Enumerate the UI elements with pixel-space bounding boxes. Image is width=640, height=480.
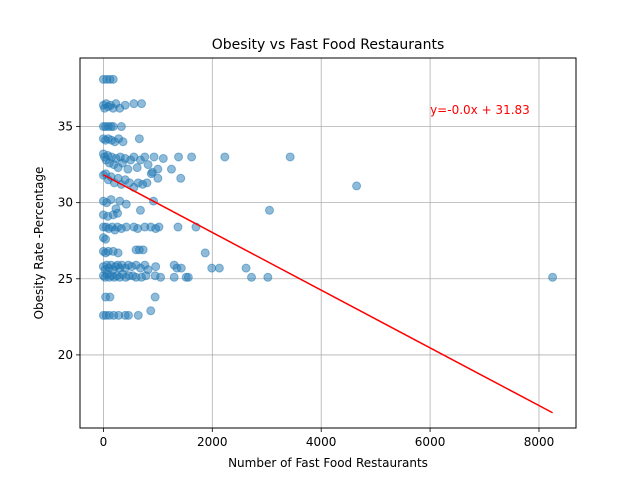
data-point	[123, 164, 133, 174]
data-point	[141, 271, 151, 281]
data-point	[134, 134, 144, 144]
data-point	[129, 99, 139, 109]
data-point	[158, 153, 168, 163]
data-point	[150, 292, 160, 302]
grid-lines	[80, 58, 576, 428]
data-point	[140, 152, 150, 162]
x-tick-label: 4000	[306, 435, 337, 449]
data-point	[153, 164, 163, 174]
data-point	[220, 152, 230, 162]
data-point	[183, 272, 193, 282]
data-point	[548, 272, 558, 282]
data-point	[121, 222, 131, 232]
data-point	[118, 137, 128, 147]
data-point	[146, 169, 156, 179]
data-point	[146, 306, 156, 316]
data-point	[135, 205, 145, 215]
data-point	[156, 272, 166, 282]
x-tick-label: 0	[100, 435, 108, 449]
x-axis: 0 2000 4000 6000 8000	[100, 428, 555, 449]
regression-line	[103, 174, 553, 414]
data-point	[101, 234, 111, 244]
x-tick-label: 6000	[415, 435, 446, 449]
y-tick-label: 30	[58, 196, 73, 210]
data-point	[153, 173, 163, 183]
data-point	[120, 100, 130, 110]
plot-frame	[79, 57, 577, 429]
data-point	[352, 181, 362, 191]
data-point	[176, 263, 186, 273]
data-point	[108, 122, 118, 132]
chart-title: Obesity vs Fast Food Restaurants	[212, 37, 445, 53]
y-tick-label: 20	[58, 348, 73, 362]
data-point	[151, 262, 161, 272]
data-point	[187, 152, 197, 162]
scatter-points	[98, 74, 558, 320]
data-point	[121, 199, 131, 209]
data-point	[113, 248, 123, 258]
data-point	[241, 263, 251, 273]
data-point	[142, 178, 152, 188]
data-point	[108, 74, 118, 84]
x-tick-label: 2000	[197, 435, 228, 449]
x-tick-label: 8000	[524, 435, 555, 449]
data-point	[113, 208, 123, 218]
data-point	[169, 272, 179, 282]
data-point	[207, 263, 217, 273]
data-point	[106, 195, 116, 205]
data-point	[132, 163, 142, 173]
data-point	[264, 205, 274, 215]
data-point	[174, 152, 184, 162]
data-point	[105, 292, 115, 302]
data-point	[154, 222, 164, 232]
data-point	[173, 222, 183, 232]
data-point	[263, 272, 273, 282]
data-point	[214, 263, 224, 273]
regression-equation: y=-0.0x + 31.83	[430, 103, 530, 117]
data-point	[133, 310, 143, 320]
data-point	[166, 164, 176, 174]
y-tick-label: 35	[58, 120, 73, 134]
y-tick-label: 25	[58, 272, 73, 286]
data-point	[138, 245, 148, 255]
y-axis-label: Obesity Rate -Percentage	[32, 167, 46, 320]
x-axis-label: Number of Fast Food Restaurants	[228, 456, 428, 470]
data-point	[116, 122, 126, 132]
data-point	[176, 173, 186, 183]
data-point	[149, 152, 159, 162]
data-point	[247, 272, 257, 282]
data-point	[123, 310, 133, 320]
data-point	[143, 160, 153, 170]
data-point	[200, 248, 210, 258]
y-axis: 20 25 30 35	[58, 120, 80, 362]
data-point	[285, 152, 295, 162]
data-point	[137, 99, 147, 109]
